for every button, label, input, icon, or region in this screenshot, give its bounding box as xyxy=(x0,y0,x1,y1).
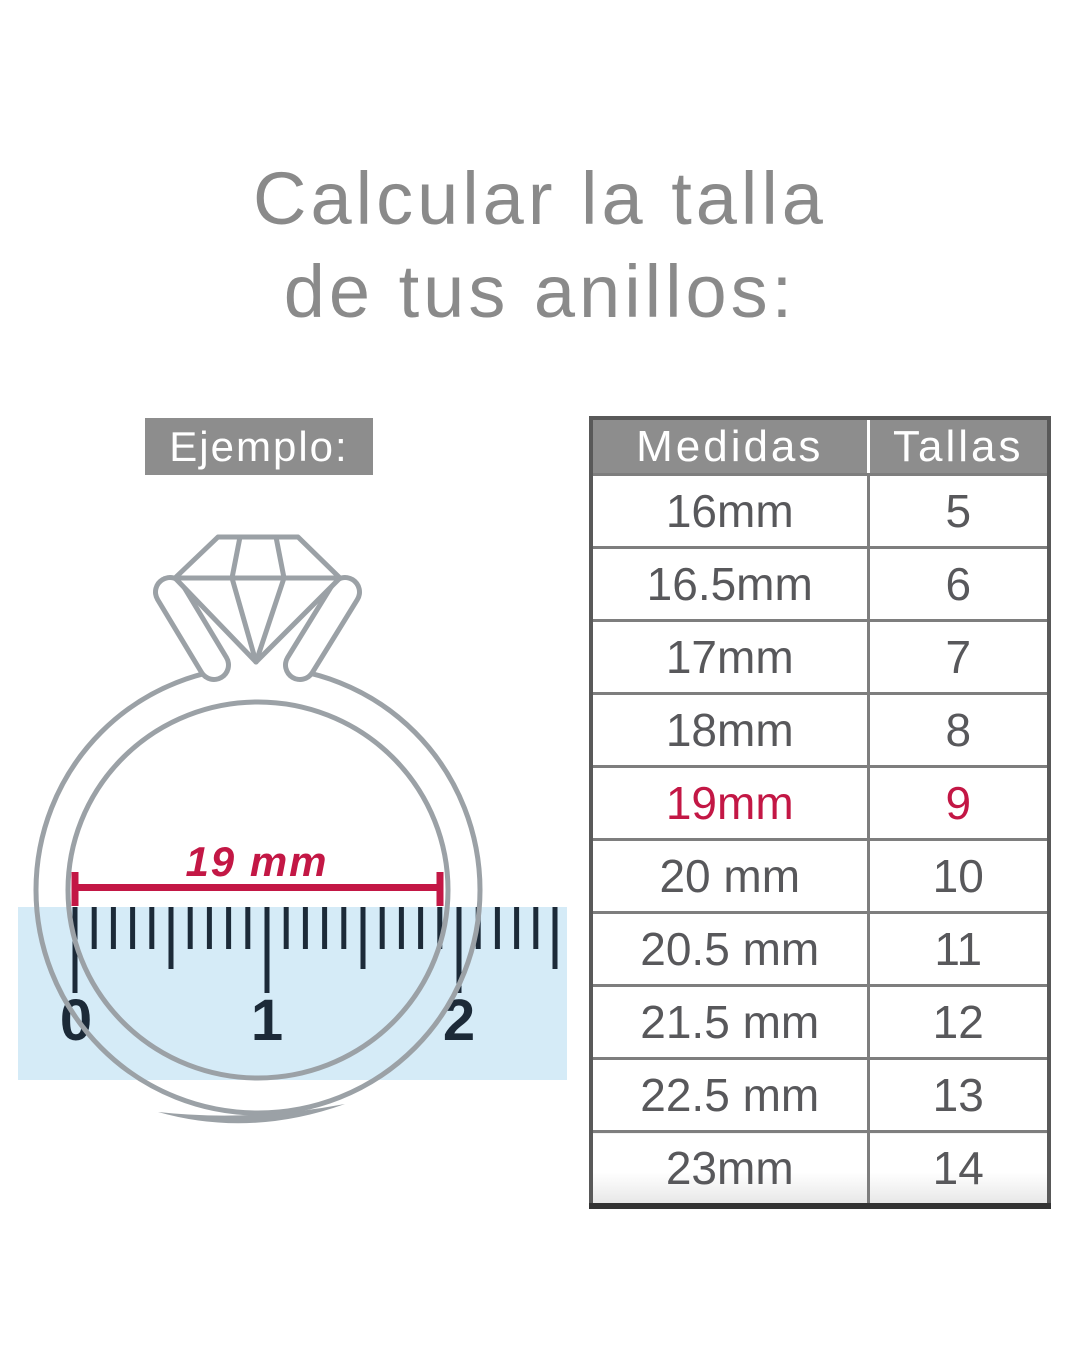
table-row: 17mm 7 xyxy=(589,619,1051,695)
title-line-1: Calcular la talla xyxy=(253,157,827,240)
example-label-text: Ejemplo: xyxy=(169,422,349,470)
size-cell: 8 xyxy=(866,692,1051,768)
measure-cell: 16.5mm xyxy=(589,546,870,622)
ruler-number-2: 2 xyxy=(443,988,475,1053)
size-cell: 11 xyxy=(866,911,1051,987)
size-table-body: 16mm 5 16.5mm 6 17mm 7 18mm 8 19mm 9 20 mm 10 20.5 m… xyxy=(589,473,1051,1208)
size-cell: 10 xyxy=(866,838,1051,914)
measure-cell: 16mm xyxy=(589,473,870,549)
measure-cell: 17mm xyxy=(589,619,870,695)
table-row: 16mm 5 xyxy=(589,473,1051,549)
table-row: 18mm 8 xyxy=(589,692,1051,768)
header-measures: Medidas xyxy=(589,416,870,476)
table-row: 16.5mm 6 xyxy=(589,546,1051,622)
table-row: 20.5 mm 11 xyxy=(589,911,1051,987)
ring-prongs xyxy=(153,575,362,682)
ruler-number-1: 1 xyxy=(251,988,283,1053)
measure-cell: 22.5 mm xyxy=(589,1057,870,1133)
table-row: 20 mm 10 xyxy=(589,838,1051,914)
size-cell: 13 xyxy=(866,1057,1051,1133)
measure-cell: 20 mm xyxy=(589,838,870,914)
diamond-icon xyxy=(172,534,343,665)
size-table: Medidas Tallas 16mm 5 16.5mm 6 17mm 7 18mm 8 19m… xyxy=(589,416,1051,1209)
page-title: Calcular la talla de tus anillos: xyxy=(0,152,1080,338)
measure-cell: 23mm xyxy=(589,1130,870,1208)
diamond-ring-icon xyxy=(33,534,483,1124)
measure-cell: 21.5 mm xyxy=(589,984,870,1060)
table-header-row: Medidas Tallas xyxy=(589,416,1051,476)
size-cell: 7 xyxy=(866,619,1051,695)
table-row: 21.5 mm 12 xyxy=(589,984,1051,1060)
size-cell: 9 xyxy=(866,765,1051,841)
table-row: 22.5 mm 13 xyxy=(589,1057,1051,1133)
measure-cell: 18mm xyxy=(589,692,870,768)
header-sizes: Tallas xyxy=(866,416,1051,476)
size-cell: 12 xyxy=(866,984,1051,1060)
size-cell: 5 xyxy=(866,473,1051,549)
table-row: 19mm 9 xyxy=(589,765,1051,841)
title-line-2: de tus anillos: xyxy=(283,250,797,334)
size-cell: 6 xyxy=(866,546,1051,622)
measurement-19mm: 19 mm xyxy=(71,838,444,906)
example-label: Ejemplo: xyxy=(145,418,373,475)
ring-swoosh xyxy=(158,1104,345,1124)
size-cell: 14 xyxy=(866,1130,1051,1208)
measure-cell: 19mm xyxy=(589,765,870,841)
measurement-label: 19 mm xyxy=(185,838,328,885)
ring-ruler-illustration: 0 1 2 xyxy=(18,534,567,1124)
table-row: 23mm 14 xyxy=(589,1130,1051,1208)
measure-cell: 20.5 mm xyxy=(589,911,870,987)
